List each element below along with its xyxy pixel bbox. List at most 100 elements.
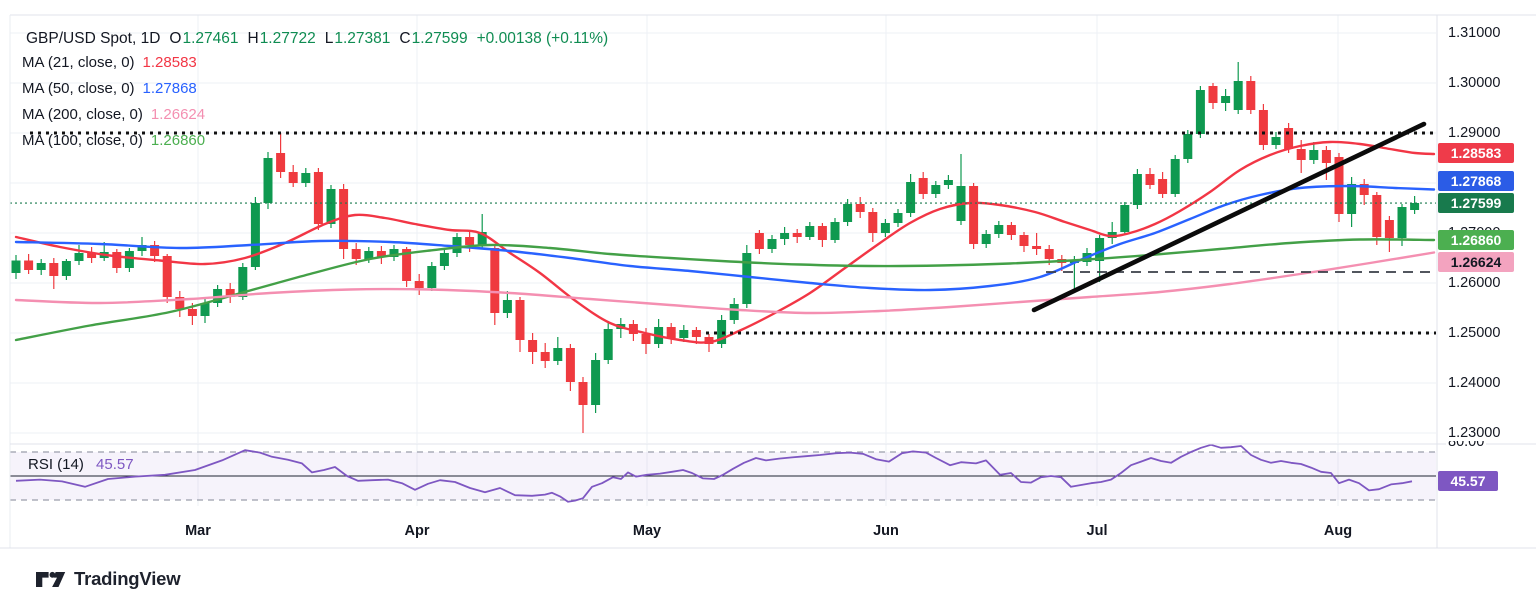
candle-body bbox=[1233, 81, 1243, 110]
candle-body bbox=[528, 340, 538, 352]
candle-body bbox=[1321, 150, 1331, 163]
ma-row-label: MA (50, close, 0) bbox=[22, 80, 135, 97]
candle-body bbox=[1120, 205, 1130, 232]
candle-body bbox=[591, 360, 601, 405]
ma-legend-row[interactable]: MA (21, close, 0) 1.28583 bbox=[22, 50, 205, 76]
symbol-legend[interactable]: GBP/USD Spot, 1D O1.27461 H1.27722 L1.27381… bbox=[26, 30, 608, 47]
candle-body bbox=[603, 329, 613, 360]
price-axis-tick: 1.26000 bbox=[1446, 275, 1503, 291]
rsi-label: RSI (14) bbox=[28, 456, 84, 473]
candle-body bbox=[578, 382, 588, 405]
candle-body bbox=[301, 173, 311, 183]
ohlc-key: O bbox=[169, 30, 182, 47]
candle-body bbox=[717, 320, 727, 344]
ohlc-key: L bbox=[324, 30, 334, 47]
ohlc-key: H bbox=[247, 30, 259, 47]
rsi-line bbox=[15, 443, 1413, 503]
candle-body bbox=[1271, 137, 1281, 145]
candle-body bbox=[137, 245, 147, 251]
axis-mask bbox=[1437, 0, 1536, 548]
candle-body bbox=[679, 330, 689, 338]
candle-body bbox=[893, 213, 903, 223]
candle-body bbox=[1208, 86, 1218, 103]
tradingview-mark-icon bbox=[36, 571, 66, 587]
price-axis-tick: 1.24000 bbox=[1446, 375, 1503, 391]
candle-body bbox=[11, 260, 21, 273]
ma100-badge: 1.26860 bbox=[1438, 230, 1514, 250]
candle-body bbox=[1246, 81, 1256, 110]
ma-legend-rows: MA (21, close, 0) 1.28583 MA (50, close, 0… bbox=[22, 50, 205, 154]
candle-body bbox=[376, 251, 386, 257]
rsi-value: 45.57 bbox=[96, 456, 134, 473]
candle-body bbox=[225, 289, 235, 297]
candle-body bbox=[124, 251, 134, 268]
candle-body bbox=[931, 185, 941, 194]
candle-body bbox=[112, 252, 122, 268]
candle-body bbox=[414, 281, 424, 288]
ma-row-label: MA (200, close, 0) bbox=[22, 106, 143, 123]
candle-body bbox=[162, 256, 172, 297]
month-label-jul: Jul bbox=[1086, 523, 1108, 539]
candle-body bbox=[906, 182, 916, 213]
month-label-may: May bbox=[632, 523, 662, 539]
candle-body bbox=[74, 253, 84, 261]
candle-body bbox=[754, 233, 764, 249]
ma-row-label: MA (100, close, 0) bbox=[22, 132, 143, 149]
candle-body bbox=[729, 304, 739, 320]
candle-body bbox=[389, 249, 399, 257]
candle-body bbox=[1296, 149, 1306, 160]
candle-body bbox=[36, 263, 46, 270]
price-axis-tick: 1.23000 bbox=[1446, 425, 1503, 441]
ma-row-value: 1.26860 bbox=[150, 132, 206, 149]
ma-legend-row[interactable]: MA (100, close, 0) 1.26860 bbox=[22, 128, 205, 154]
symbol-title: GBP/USD Spot, 1D bbox=[26, 30, 161, 47]
ohlc-key: C bbox=[399, 30, 411, 47]
candle-body bbox=[502, 300, 512, 313]
ma-legend-row[interactable]: MA (50, close, 0) 1.27868 bbox=[22, 76, 205, 102]
ma200-badge: 1.26624 bbox=[1438, 252, 1514, 272]
ohlc-values: O1.27461 H1.27722 L1.27381 C1.27599 +0.00138… bbox=[160, 30, 608, 47]
candle-body bbox=[1410, 203, 1420, 210]
ohlc-value: 1.27599 bbox=[411, 30, 468, 47]
candle-body bbox=[364, 251, 374, 259]
candle-body bbox=[351, 249, 361, 259]
candle-body bbox=[1195, 90, 1205, 134]
candle-body bbox=[1284, 128, 1294, 149]
candle-body bbox=[1183, 134, 1193, 159]
month-label-mar: Mar bbox=[185, 523, 211, 539]
candle-body bbox=[150, 245, 160, 256]
price-axis-tick: 1.29000 bbox=[1446, 125, 1503, 141]
candle-body bbox=[666, 327, 676, 338]
tradingview-logo[interactable]: TradingView bbox=[36, 568, 181, 590]
candle-body bbox=[1309, 150, 1319, 160]
candle-body bbox=[1170, 159, 1180, 194]
candle-body bbox=[402, 249, 412, 281]
ma-legend-row[interactable]: MA (200, close, 0) 1.26624 bbox=[22, 102, 205, 128]
candle-body bbox=[1347, 184, 1357, 214]
candle-body bbox=[792, 233, 802, 237]
candle-body bbox=[339, 189, 349, 249]
candle-body bbox=[540, 352, 550, 361]
candle-body bbox=[238, 267, 248, 297]
candle-body bbox=[1258, 110, 1268, 145]
candle-body bbox=[1095, 238, 1105, 261]
candle-body bbox=[200, 303, 210, 316]
rsi-legend[interactable]: RSI (14) 45.57 bbox=[28, 456, 134, 473]
price-axis-tick: 1.31000 bbox=[1446, 25, 1503, 41]
tradingview-logo-text: TradingView bbox=[74, 568, 181, 589]
ma-line-200 bbox=[14, 251, 1436, 315]
candle-body bbox=[805, 226, 815, 237]
candle-body bbox=[187, 309, 197, 316]
candle-body bbox=[691, 330, 701, 337]
candle-body bbox=[704, 337, 714, 344]
candle-body bbox=[628, 324, 638, 334]
candle-body bbox=[565, 348, 575, 382]
candle-body bbox=[515, 300, 525, 340]
ohlc-value: 1.27722 bbox=[259, 30, 316, 47]
ma-line-21 bbox=[14, 140, 1436, 344]
candle-body bbox=[1158, 179, 1168, 194]
price-axis-tick: 1.30000 bbox=[1446, 75, 1503, 91]
ma-row-value: 1.27868 bbox=[142, 80, 197, 97]
